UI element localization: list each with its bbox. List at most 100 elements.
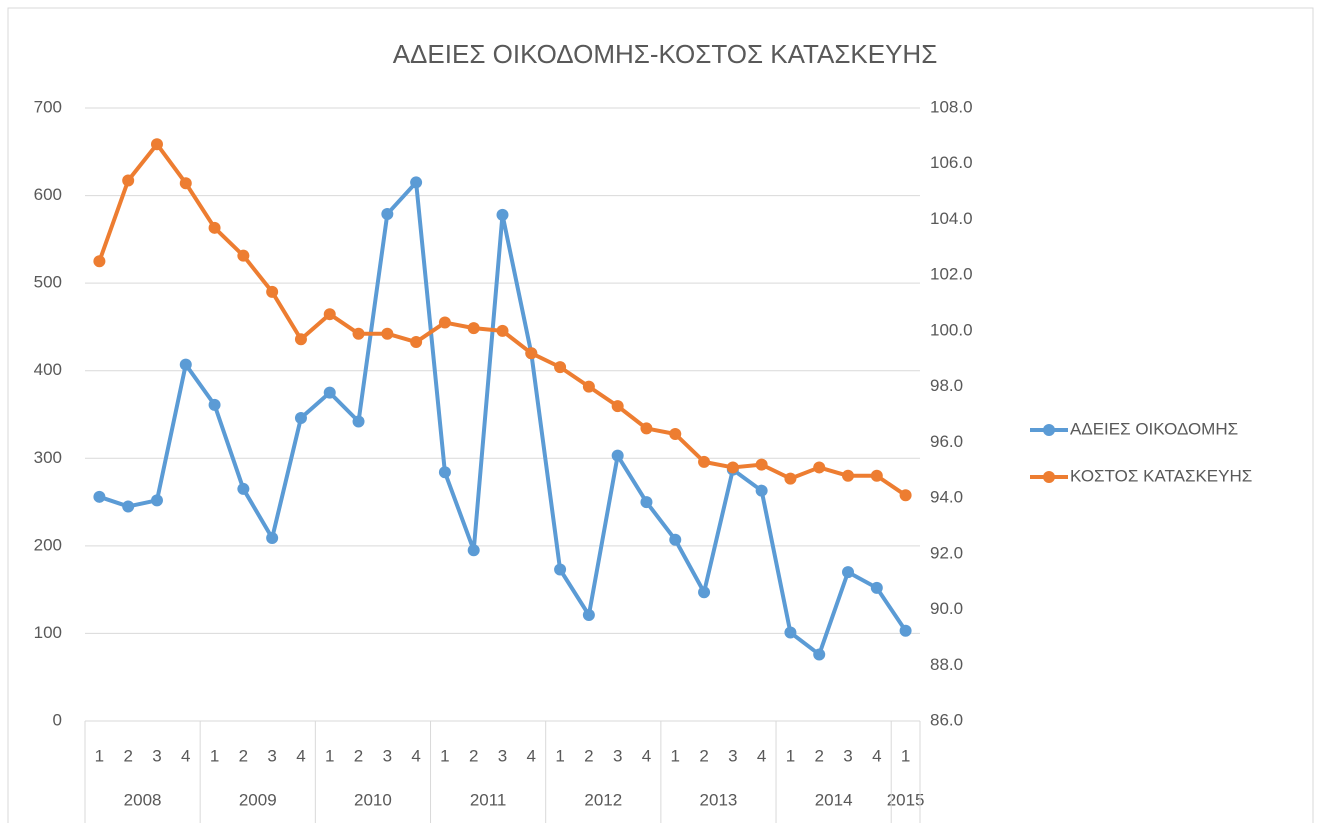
y-tick-label: 600 xyxy=(34,185,62,204)
data-point xyxy=(640,422,653,435)
series-line xyxy=(97,142,907,497)
data-point xyxy=(525,347,538,360)
x-tick-label: 2 xyxy=(814,746,823,765)
y2-tick-label: 100.0 xyxy=(930,320,973,339)
data-point xyxy=(899,489,912,502)
data-point xyxy=(813,648,826,661)
x-tick-label: 1 xyxy=(555,746,564,765)
data-point xyxy=(381,327,394,340)
y-tick-label: 0 xyxy=(53,710,62,729)
data-point xyxy=(323,386,336,399)
y2-tick-label: 108.0 xyxy=(930,97,973,116)
data-point xyxy=(122,500,135,513)
data-point xyxy=(870,581,883,594)
data-point xyxy=(352,415,365,428)
data-point xyxy=(842,566,855,579)
x-group-label: 2011 xyxy=(470,790,507,809)
x-tick-label: 4 xyxy=(181,746,190,765)
data-point xyxy=(842,469,855,482)
y2-tick-label: 106.0 xyxy=(930,153,973,172)
x-tick-label: 4 xyxy=(296,746,305,765)
x-group-label: 2012 xyxy=(584,790,622,809)
data-point xyxy=(208,398,221,411)
data-point xyxy=(611,400,624,413)
x-group-label: 2014 xyxy=(815,790,853,809)
data-point xyxy=(582,609,595,622)
x-tick-label: 3 xyxy=(843,746,852,765)
y2-tick-label: 102.0 xyxy=(930,265,973,284)
data-point xyxy=(438,466,451,479)
data-point xyxy=(237,482,250,495)
x-tick-label: 4 xyxy=(642,746,651,765)
x-group-label: 2013 xyxy=(700,790,738,809)
data-point xyxy=(611,449,624,462)
series-line xyxy=(98,180,908,657)
x-tick-label: 1 xyxy=(786,746,795,765)
x-tick-label: 2 xyxy=(469,746,478,765)
legend-label: ΑΔΕΙΕΣ ΟΙΚΟΔΟΜΗΣ xyxy=(1070,419,1238,438)
legend-marker xyxy=(1043,471,1055,483)
x-tick-label: 2 xyxy=(239,746,248,765)
y2-tick-label: 86.0 xyxy=(930,710,963,729)
y-tick-label: 200 xyxy=(34,535,62,554)
data-point xyxy=(179,177,192,190)
data-point xyxy=(698,586,711,599)
x-tick-label: 4 xyxy=(527,746,536,765)
data-point xyxy=(266,531,279,544)
x-tick-label: 1 xyxy=(671,746,680,765)
data-point xyxy=(813,461,826,474)
x-tick-label: 4 xyxy=(411,746,420,765)
data-point xyxy=(784,472,797,485)
x-tick-label: 3 xyxy=(613,746,622,765)
x-tick-label: 3 xyxy=(498,746,507,765)
y2-tick-label: 98.0 xyxy=(930,376,963,395)
data-point xyxy=(93,490,106,503)
x-group-label: 2009 xyxy=(239,790,277,809)
data-point xyxy=(467,322,480,335)
y-tick-label: 400 xyxy=(34,360,62,379)
x-group-label: 2010 xyxy=(354,790,392,809)
data-point xyxy=(755,484,768,497)
y-tick-label: 700 xyxy=(34,97,62,116)
chart-title: ΑΔΕΙΕΣ ΟΙΚΟΔΟΜΗΣ-ΚΟΣΤΟΣ ΚΑΤΑΣΚΕΥΗΣ xyxy=(393,39,938,69)
y2-tick-label: 96.0 xyxy=(930,432,963,451)
x-tick-label: 1 xyxy=(210,746,219,765)
y-tick-label: 100 xyxy=(34,623,62,642)
x-tick-label: 2 xyxy=(123,746,132,765)
data-point xyxy=(122,174,135,187)
data-point xyxy=(208,221,221,234)
x-tick-label: 3 xyxy=(152,746,161,765)
x-tick-label: 2 xyxy=(584,746,593,765)
y2-tick-label: 94.0 xyxy=(930,488,963,507)
data-point xyxy=(899,624,912,637)
y-tick-label: 300 xyxy=(34,448,62,467)
data-point xyxy=(784,626,797,639)
x-tick-label: 3 xyxy=(383,746,392,765)
legend-label: ΚΟΣΤΟΣ ΚΑΤΑΣΚΕΥΗΣ xyxy=(1070,466,1252,485)
y2-tick-label: 92.0 xyxy=(930,543,963,562)
data-point xyxy=(726,461,739,474)
x-group-label: 2008 xyxy=(124,790,162,809)
y2-tick-label: 104.0 xyxy=(930,209,973,228)
x-tick-label: 1 xyxy=(901,746,910,765)
y2-tick-label: 90.0 xyxy=(930,599,963,618)
data-point xyxy=(323,308,336,321)
x-tick-label: 2 xyxy=(699,746,708,765)
data-point xyxy=(237,249,250,262)
x-tick-label: 4 xyxy=(872,746,881,765)
data-point xyxy=(669,533,682,546)
y-tick-label: 500 xyxy=(34,273,62,292)
x-tick-label: 2 xyxy=(354,746,363,765)
data-point xyxy=(496,208,509,221)
data-point xyxy=(179,358,192,371)
data-point xyxy=(266,285,279,298)
x-tick-label: 1 xyxy=(440,746,449,765)
data-point xyxy=(93,255,106,268)
data-point xyxy=(755,458,768,471)
data-point xyxy=(554,563,567,576)
x-tick-label: 3 xyxy=(267,746,276,765)
data-point xyxy=(554,361,567,374)
data-point xyxy=(294,412,307,425)
x-group-label: 2015 xyxy=(887,790,925,809)
